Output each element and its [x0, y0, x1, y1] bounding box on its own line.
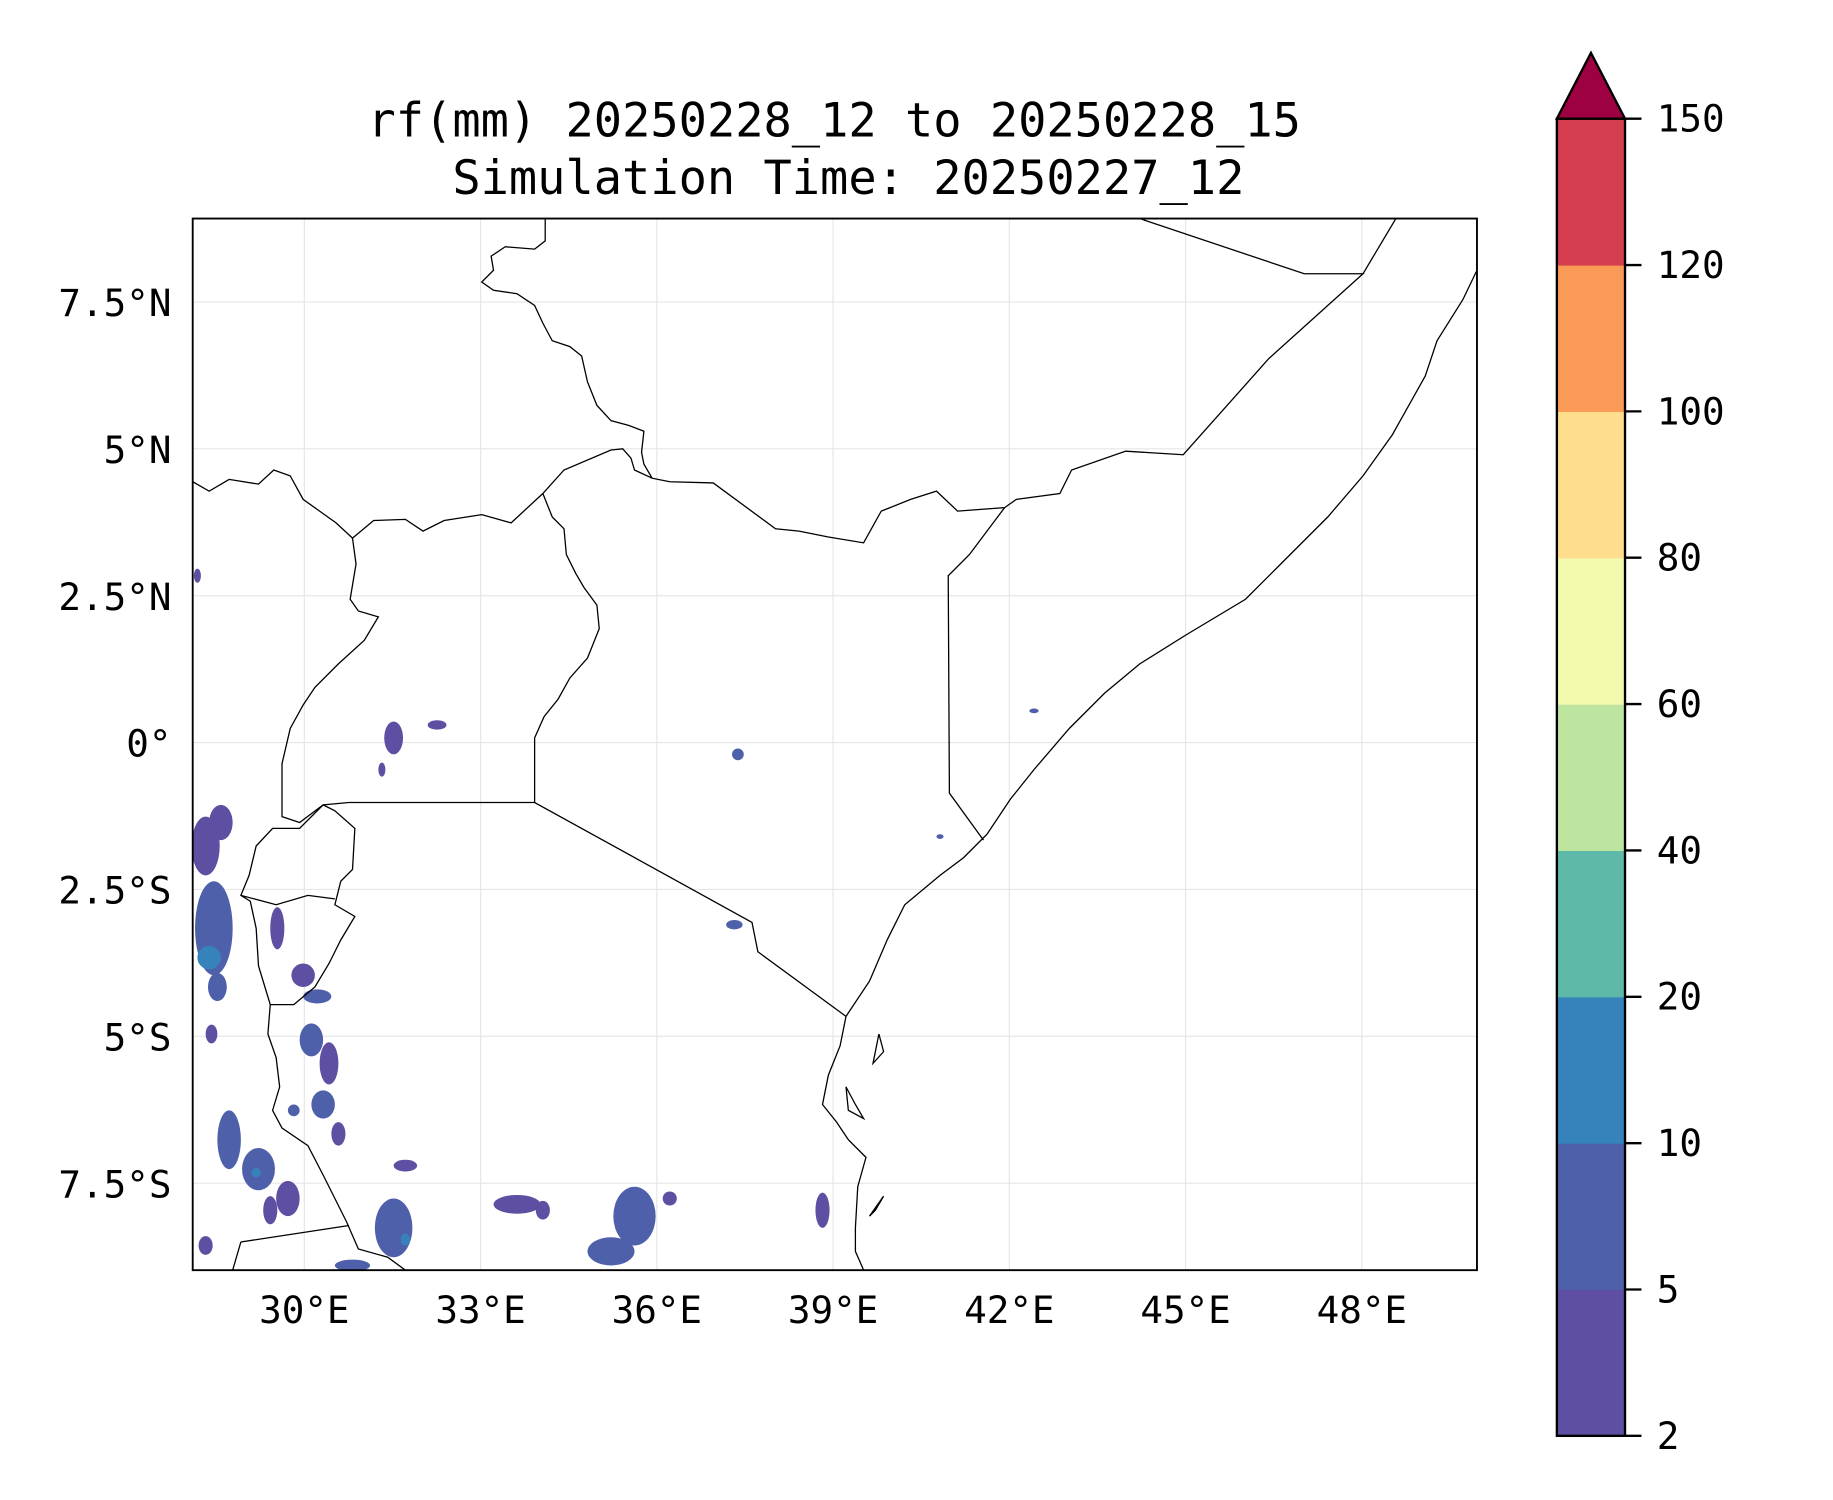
border-line	[480, 218, 1365, 544]
rainfall-contour	[427, 720, 447, 730]
colorbar-tick-label: 150	[1657, 97, 1725, 141]
colorbar-tick-label: 80	[1657, 536, 1702, 580]
y-axis-ticks: 7.5°N 5°N 2.5°N 0° 2.5°S 5°S 7.5°S	[58, 281, 171, 1206]
border-line	[868, 1195, 885, 1217]
border-line	[192, 448, 653, 540]
colorbar-tick-label: 40	[1657, 828, 1702, 872]
rainfall-contour	[662, 1191, 677, 1206]
border-line	[240, 894, 335, 906]
rainfall-contour	[263, 1196, 278, 1225]
rainfall-contour	[393, 1159, 418, 1172]
x-tick-label: 42°E	[964, 1288, 1055, 1332]
border-line	[240, 804, 356, 1006]
colorbar-band	[1556, 704, 1626, 852]
rainfall-contour	[493, 1194, 541, 1214]
colorbar-tick-label: 20	[1657, 975, 1702, 1019]
border-line	[821, 1016, 867, 1271]
y-tick-label: 0°	[126, 722, 171, 766]
colorbar-band	[1556, 1289, 1626, 1437]
colorbar-band	[1556, 557, 1626, 705]
y-tick-label: 5°N	[104, 428, 172, 472]
colorbar-tick-label: 2	[1657, 1414, 1680, 1458]
rainfall-contour	[613, 1186, 656, 1246]
rainfall-contour	[291, 963, 315, 987]
colorbar: 2 5 10 20 40 60 80 100 120 150	[1554, 50, 1725, 1458]
y-tick-label: 2.5°S	[58, 869, 171, 913]
colorbar-band	[1556, 411, 1626, 559]
border-line	[267, 1004, 406, 1271]
rainfall-contour	[299, 1023, 324, 1057]
x-axis-ticks: 30°E 33°E 36°E 39°E 42°E 45°E 48°E	[259, 1288, 1407, 1332]
colorbar-frame	[1555, 117, 1627, 1438]
colorbar-tick-label: 5	[1657, 1267, 1680, 1311]
rainfall-contour	[1029, 708, 1039, 714]
border-line	[845, 1086, 866, 1121]
border-line	[232, 1241, 242, 1271]
y-tick-label: 7.5°N	[58, 281, 171, 325]
border-line	[240, 1224, 350, 1243]
colorbar-band	[1556, 118, 1626, 266]
rainfall-contour	[207, 972, 227, 1002]
rainfall-contour	[251, 1167, 261, 1178]
title-line-1: rf(mm) 20250228_12 to 20250228_15	[368, 93, 1301, 148]
rainfall-contours	[192, 568, 1039, 1271]
title-line-2: Simulation Time: 20250227_12	[452, 151, 1244, 206]
rainfall-contour	[270, 907, 285, 950]
border-line	[871, 1033, 885, 1066]
x-tick-label: 39°E	[788, 1288, 879, 1332]
rainfall-contour	[319, 1042, 339, 1085]
colorbar-tick-label: 60	[1657, 682, 1702, 726]
rainfall-contour	[936, 834, 944, 839]
rainfall-contour	[311, 1090, 335, 1119]
colorbar-tick-label: 120	[1657, 243, 1725, 287]
x-tick-label: 48°E	[1317, 1288, 1407, 1332]
country-borders-coastlines	[192, 218, 1477, 1271]
rainfall-contour	[197, 945, 221, 970]
rainfall-contour	[732, 748, 744, 761]
x-tick-label: 36°E	[612, 1288, 703, 1332]
colorbar-extend-triangle	[1554, 50, 1627, 120]
x-tick-label: 30°E	[259, 1288, 350, 1332]
colorbar-band	[1556, 265, 1626, 412]
rainfall-contour	[535, 1200, 550, 1220]
border-line	[281, 538, 847, 1017]
map-axes-frame	[191, 217, 1478, 1272]
colorbar-tick-label: 10	[1657, 1121, 1702, 1165]
rainfall-contour	[378, 762, 386, 777]
border-line	[1362, 218, 1397, 275]
border-line	[947, 507, 1006, 841]
rainfall-contour	[193, 568, 201, 583]
rainfall-contour	[384, 721, 404, 755]
rainfall-contour	[217, 1110, 241, 1170]
rainfall-contour	[287, 1104, 300, 1117]
rainfall-contour	[331, 1122, 346, 1146]
y-tick-label: 7.5°S	[58, 1162, 171, 1206]
y-tick-label: 5°S	[104, 1015, 172, 1059]
rainfall-contour	[303, 989, 332, 1004]
rainfall-contour	[205, 1024, 218, 1044]
rainfall-contour	[587, 1237, 635, 1266]
colorbar-band	[1556, 850, 1626, 998]
rainfall-contour	[400, 1233, 411, 1246]
x-tick-label: 33°E	[435, 1288, 526, 1332]
rainfall-contour	[374, 1198, 413, 1258]
rainfall-contour	[334, 1259, 371, 1271]
y-tick-label: 2.5°N	[58, 575, 171, 619]
border-line	[845, 269, 1477, 1017]
rainfall-contour	[198, 1236, 213, 1255]
colorbar-tick-label: 100	[1657, 389, 1725, 433]
gridlines	[192, 218, 1477, 1271]
colorbar-band	[1556, 1143, 1626, 1291]
border-line	[533, 493, 600, 803]
x-tick-label: 45°E	[1140, 1288, 1231, 1332]
rainfall-contour	[815, 1192, 830, 1228]
rainfall-contour	[276, 1180, 300, 1217]
rainfall-contour	[209, 804, 233, 841]
rainfall-contour	[726, 920, 743, 930]
colorbar-band	[1556, 996, 1626, 1144]
